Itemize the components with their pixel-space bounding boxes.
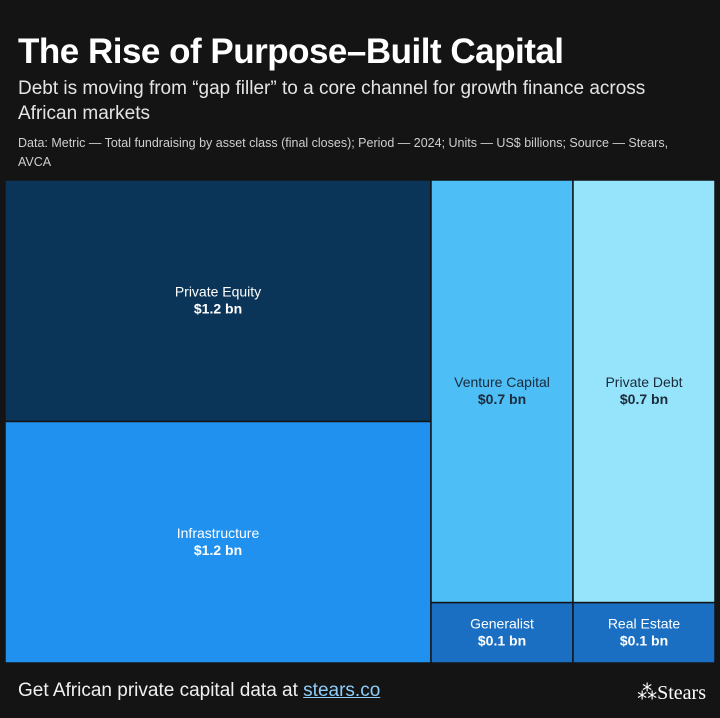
chart-note: Data: Metric — Total fundraising by asse… bbox=[18, 136, 669, 169]
cell-value-label: $1.2 bn bbox=[194, 542, 242, 558]
cell-label: Generalist bbox=[470, 616, 534, 632]
cell-label: Venture Capital bbox=[454, 374, 550, 390]
cell-label: Real Estate bbox=[608, 616, 681, 632]
footer-link[interactable]: stears.co bbox=[303, 680, 381, 701]
cell-value-label: $0.7 bn bbox=[620, 391, 668, 407]
footer-text: Get African private capital data at bbox=[18, 680, 298, 701]
treemap-cell bbox=[572, 179, 716, 604]
logo-text: Stears bbox=[657, 682, 706, 704]
cell-label: Private Equity bbox=[175, 283, 261, 299]
treemap-cell bbox=[572, 601, 716, 664]
cell-value-label: $0.1 bn bbox=[478, 633, 526, 649]
treemap-cell bbox=[4, 179, 432, 423]
cell-value-label: $1.2 bn bbox=[194, 300, 242, 316]
cell-value-label: $0.7 bn bbox=[478, 391, 526, 407]
treemap-cell bbox=[4, 420, 432, 664]
treemap: Private Equity$1.2 bnInfrastructure$1.2 … bbox=[4, 179, 716, 664]
treemap-cell bbox=[430, 179, 574, 604]
footer: Get African private capital data at stea… bbox=[18, 680, 380, 702]
chart-subtitle: Debt is moving from “gap filler” to a co… bbox=[18, 78, 646, 124]
cell-label: Infrastructure bbox=[177, 525, 260, 541]
chart-title: The Rise of Purpose–Built Capital bbox=[18, 32, 564, 71]
cell-label: Private Debt bbox=[605, 374, 682, 390]
cell-value-label: $0.1 bn bbox=[620, 633, 668, 649]
logo: ⁂Stears bbox=[637, 682, 706, 704]
